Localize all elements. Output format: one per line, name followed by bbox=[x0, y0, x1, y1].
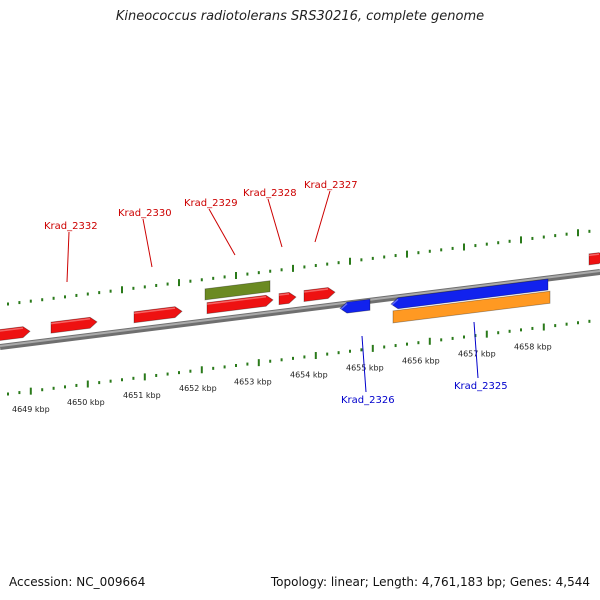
gene-label[interactable]: Krad_2326 bbox=[341, 395, 395, 406]
rna-gene-shape bbox=[204, 280, 271, 301]
gene-leader-line bbox=[267, 198, 283, 248]
genome-axis bbox=[0, 269, 600, 350]
gene-labels: Krad_2332 Krad_2330 Krad_2329 Krad_2328 Krad… bbox=[44, 180, 508, 406]
gene-label[interactable]: Krad_2330 bbox=[118, 208, 172, 219]
kbp-tick-label: 4649 kbp bbox=[12, 405, 50, 414]
forward-gene bbox=[133, 306, 183, 324]
forward-gene-highlight bbox=[50, 318, 91, 325]
reverse-gene-shape bbox=[339, 298, 371, 314]
accession-text: Accession: NC_009664 bbox=[9, 575, 146, 589]
kbp-tick-label: 4657 kbp bbox=[458, 349, 496, 358]
forward-gene-highlight bbox=[0, 327, 24, 332]
kbp-tick-label: 4658 kbp bbox=[514, 342, 552, 351]
kbp-tick-label: 4653 kbp bbox=[234, 377, 272, 386]
gene-label-group: Krad_2330 bbox=[118, 208, 172, 268]
kbp-tick-label: 4654 kbp bbox=[290, 370, 328, 379]
gene-features bbox=[0, 252, 600, 341]
forward-gene-highlight bbox=[133, 307, 176, 314]
gene-label[interactable]: Krad_2332 bbox=[44, 221, 98, 232]
gene-label-group: Krad_2327 bbox=[304, 180, 358, 243]
kbp-tick-label: 4652 kbp bbox=[179, 384, 217, 393]
forward-gene bbox=[278, 291, 297, 306]
kbp-scale-labels: 4649 kbp 4650 kbp 4651 kbp 4652 kbp 4653 kbp… bbox=[12, 342, 552, 414]
kbp-tick-label: 4655 kbp bbox=[346, 363, 384, 372]
forward-gene-highlight bbox=[206, 296, 267, 305]
gene-leader-line bbox=[208, 208, 236, 256]
forward-gene-shape bbox=[303, 287, 336, 302]
gene-label-group: Krad_2332 bbox=[44, 221, 98, 283]
forward-gene-highlight bbox=[278, 293, 290, 296]
gene-leader-line bbox=[142, 218, 153, 268]
upper-tick-track bbox=[7, 229, 591, 306]
gene-label[interactable]: Krad_2325 bbox=[454, 381, 508, 392]
gene-label-group: Krad_2326 bbox=[341, 335, 395, 406]
reverse-gene-shape bbox=[390, 278, 549, 310]
forward-gene-shape bbox=[278, 291, 297, 306]
forward-gene-highlight bbox=[588, 253, 600, 257]
forward-gene bbox=[588, 252, 600, 266]
forward-gene-shape bbox=[50, 316, 98, 334]
gene-label-group: Krad_2329 bbox=[184, 198, 238, 256]
forward-gene-shape bbox=[133, 306, 183, 324]
page-title: Kineococcus radiotolerans SRS30216, comp… bbox=[115, 9, 485, 24]
forward-gene-shape bbox=[206, 294, 274, 315]
gene-leader-line bbox=[66, 231, 70, 283]
gene-leader-line bbox=[473, 321, 479, 379]
kbp-tick-label: 4650 kbp bbox=[67, 398, 105, 407]
forward-gene-shape bbox=[588, 252, 600, 266]
forward-gene-highlight bbox=[303, 288, 329, 293]
cds-feature-shape bbox=[392, 290, 551, 324]
gene-label-group: Krad_2328 bbox=[243, 188, 297, 248]
forward-gene bbox=[0, 326, 31, 341]
gene-leader-line bbox=[314, 190, 331, 243]
gene-leader-line bbox=[361, 335, 367, 393]
gene-label[interactable]: Krad_2327 bbox=[304, 180, 358, 191]
forward-gene bbox=[206, 294, 274, 315]
reverse-gene-highlight bbox=[339, 303, 348, 311]
gene-label[interactable]: Krad_2329 bbox=[184, 198, 238, 209]
forward-gene-shape bbox=[0, 326, 31, 341]
cds-feature bbox=[392, 290, 551, 324]
gene-label-group: Krad_2325 bbox=[454, 321, 508, 392]
kbp-tick-label: 4651 kbp bbox=[123, 391, 161, 400]
rna-gene bbox=[204, 280, 271, 301]
reverse-gene bbox=[390, 278, 549, 310]
axis-line-highlight bbox=[0, 270, 600, 347]
reverse-gene bbox=[339, 298, 371, 314]
kbp-tick-label: 4656 kbp bbox=[402, 356, 440, 365]
reverse-gene-highlight bbox=[390, 298, 399, 307]
genome-summary-text: Topology: linear; Length: 4,761,183 bp; … bbox=[270, 575, 590, 589]
forward-gene bbox=[50, 316, 98, 334]
gene-label[interactable]: Krad_2328 bbox=[243, 188, 297, 199]
lower-tick-track bbox=[7, 319, 591, 396]
forward-gene bbox=[303, 287, 336, 302]
